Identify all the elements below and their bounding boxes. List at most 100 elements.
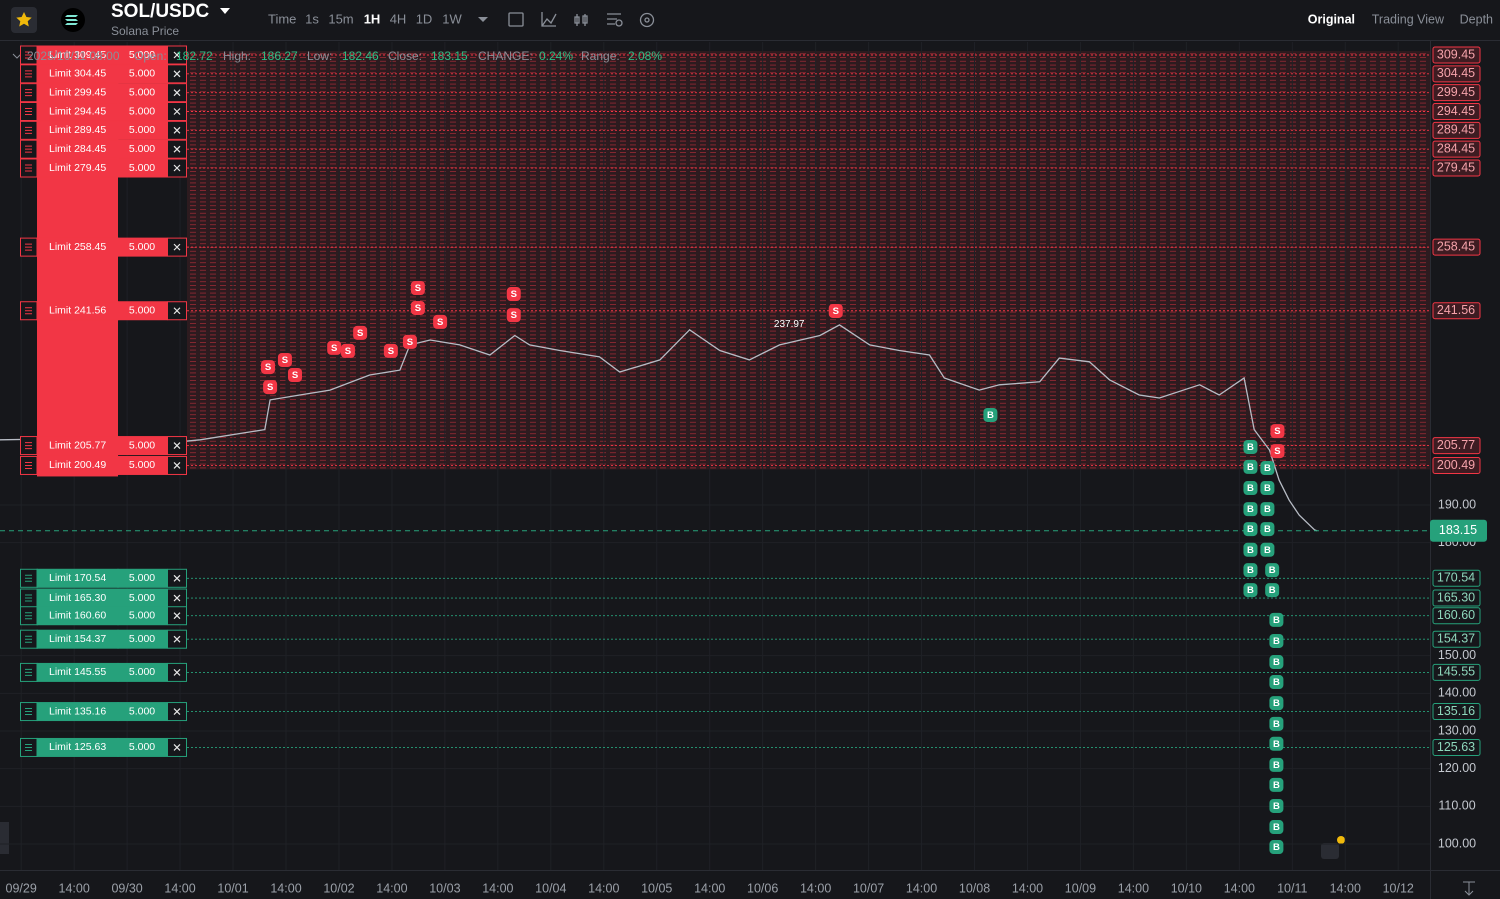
sell-marker[interactable] <box>340 343 355 358</box>
buy-marker[interactable] <box>1243 502 1258 517</box>
ohlc-field-label: High: <box>223 49 251 63</box>
view-tab[interactable]: Trading View <box>1372 12 1445 26</box>
sell-marker[interactable] <box>353 325 368 340</box>
buy-marker[interactable] <box>1269 757 1284 772</box>
symbol[interactable]: SOL/USDC <box>111 1 209 22</box>
collapse-icon[interactable] <box>12 53 22 59</box>
sell-marker[interactable] <box>327 340 342 355</box>
buy-marker[interactable] <box>1243 522 1258 537</box>
sol-logo-mark <box>65 15 78 25</box>
sell-marker[interactable] <box>1270 424 1285 439</box>
buy-marker[interactable] <box>1269 633 1284 648</box>
sell-marker[interactable] <box>288 368 303 383</box>
timeframe-button[interactable]: 1W <box>442 11 462 26</box>
order-price-label: 258.45 <box>1437 239 1475 253</box>
sell-marker[interactable] <box>410 300 425 315</box>
buy-marker[interactable] <box>1269 612 1284 627</box>
sell-marker[interactable] <box>1270 444 1285 459</box>
handle-icon <box>25 743 32 751</box>
sell-marker[interactable] <box>277 352 292 367</box>
indicator-icon[interactable] <box>541 12 557 27</box>
sell-marker[interactable] <box>402 334 417 349</box>
y-tick-label: 120.00 <box>1438 761 1476 775</box>
buy-marker[interactable] <box>983 407 998 422</box>
order-quantity: 5.000 <box>129 633 155 645</box>
order-price-tag <box>1432 630 1481 648</box>
order-price-tag <box>1432 103 1481 121</box>
sell-marker[interactable] <box>263 380 278 395</box>
price-annotation: 237.97 <box>774 319 805 330</box>
timeframe-button[interactable]: 4H <box>390 11 407 26</box>
cancel-icon <box>173 70 181 78</box>
subtitle[interactable]: Solana Price <box>111 24 179 38</box>
order-book-button[interactable] <box>1321 843 1339 859</box>
buy-marker[interactable] <box>1269 655 1284 670</box>
view-tab[interactable]: Original <box>1308 12 1355 26</box>
ohlc-field-value: 0.24% <box>539 49 573 63</box>
handle-icon <box>25 594 32 602</box>
handle-icon <box>25 708 32 716</box>
buy-marker[interactable] <box>1260 481 1275 496</box>
order-quantity: 5.000 <box>129 741 155 753</box>
buy-marker[interactable] <box>1243 563 1258 578</box>
sell-marker[interactable] <box>383 343 398 358</box>
calendar-icon[interactable] <box>508 12 524 27</box>
buy-marker-text: B <box>1273 822 1280 833</box>
timeframe-button[interactable]: 1D <box>416 11 433 26</box>
buy-marker[interactable] <box>1269 675 1284 690</box>
y-tick-label: 110.00 <box>1438 799 1475 813</box>
x-tick-label: 14:00 <box>1330 881 1361 895</box>
buy-marker-text: B <box>1247 462 1254 473</box>
ohlc-date: 2025/10/11 08:00 <box>27 49 120 63</box>
buy-marker[interactable] <box>1260 542 1275 557</box>
scale-icon[interactable] <box>1463 881 1475 896</box>
x-tick-label: 10/07 <box>853 881 884 895</box>
star-icon <box>16 12 32 27</box>
buy-marker[interactable] <box>1265 583 1280 598</box>
buy-marker[interactable] <box>1269 736 1284 751</box>
buy-marker[interactable] <box>1269 840 1284 855</box>
buy-marker[interactable] <box>1260 461 1275 476</box>
buy-marker-text: B <box>1247 483 1254 494</box>
sell-marker[interactable] <box>828 303 843 318</box>
cancel-icon <box>173 744 181 751</box>
buy-marker[interactable] <box>1269 798 1284 813</box>
timeframe-button[interactable]: 1H <box>364 11 381 26</box>
timeframe-button[interactable]: 1s <box>305 11 319 26</box>
handle-icon <box>25 574 32 582</box>
symbol-dropdown[interactable] <box>220 8 230 14</box>
order-label: Limit 258.45 <box>49 241 106 253</box>
buy-marker[interactable] <box>1269 777 1284 792</box>
buy-marker[interactable] <box>1265 563 1280 578</box>
buy-marker[interactable] <box>1269 716 1284 731</box>
buy-marker[interactable] <box>1269 820 1284 835</box>
side-toggle[interactable] <box>0 822 9 854</box>
sell-marker[interactable] <box>433 314 448 329</box>
settings-icon[interactable] <box>639 12 655 28</box>
buy-marker[interactable] <box>1243 542 1258 557</box>
timeframe-button[interactable]: 15m <box>328 11 353 26</box>
cancel-icon <box>173 126 181 134</box>
buy-marker[interactable] <box>1260 502 1275 517</box>
sell-marker[interactable] <box>260 360 275 375</box>
buy-marker[interactable] <box>1269 696 1284 711</box>
sell-marker-text: S <box>437 317 443 328</box>
buy-marker[interactable] <box>1243 481 1258 496</box>
order-price-label: 294.45 <box>1437 104 1475 118</box>
view-tab[interactable]: Depth <box>1460 12 1493 26</box>
buy-marker[interactable] <box>1243 459 1258 474</box>
sell-marker[interactable] <box>410 280 425 295</box>
buy-marker-text: B <box>1264 545 1271 556</box>
order-price-label: 154.37 <box>1437 631 1475 645</box>
buy-marker[interactable] <box>1260 522 1275 537</box>
handle-icon <box>25 635 32 643</box>
sell-marker-text: S <box>833 306 839 317</box>
chart-type-icon[interactable] <box>574 14 588 26</box>
x-tick-label: 10/10 <box>1171 881 1202 895</box>
sell-marker[interactable] <box>506 308 521 323</box>
buy-marker[interactable] <box>1243 583 1258 598</box>
sell-marker[interactable] <box>506 287 521 302</box>
template-icon[interactable] <box>607 13 621 25</box>
timeframe-more[interactable] <box>478 17 488 22</box>
buy-marker[interactable] <box>1243 439 1258 454</box>
